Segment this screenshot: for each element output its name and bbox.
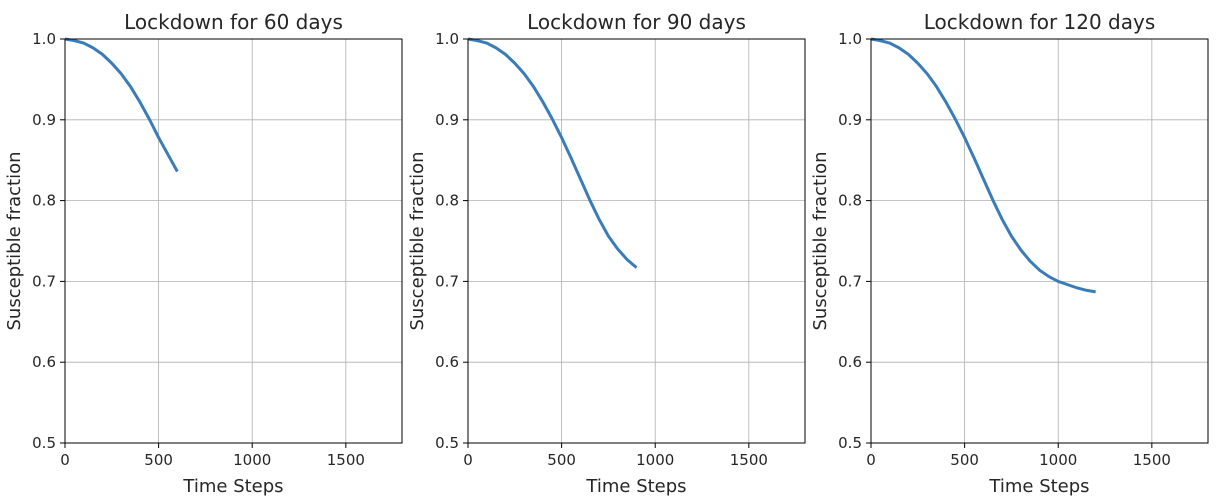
chart-panel-1: 0 500 1000 1500 0.5 0.6 0.7 0.8 0.9 1.0 Lockdown f… [4,10,403,497]
y-tick-label: 0.8 [838,192,862,210]
x-tick-label: 1500 [327,451,365,469]
x-tick-label: 1000 [233,451,271,469]
y-tick-label: 0.5 [838,434,862,452]
y-tick-label: 0.9 [838,111,862,129]
x-axis-label: Time Steps [988,476,1089,497]
y-tick-label: 0.5 [32,434,56,452]
chart-title: Lockdown for 90 days [527,10,746,34]
x-tick-label: 1500 [1133,451,1171,469]
y-tick-label: 0.7 [32,272,56,290]
y-tick-label: 0.6 [838,353,862,371]
y-tick-label: 1.0 [435,30,459,48]
y-tick-label: 0.8 [435,192,459,210]
y-axis-label: Susceptible fraction [407,151,428,330]
axes-frame [64,38,403,444]
x-axis-label: Time Steps [585,476,686,497]
y-axis-label: Susceptible fraction [810,151,831,330]
chart-panel-3: 0 500 1000 1500 0.5 0.6 0.7 0.8 0.9 1.0 Lockdown f… [810,10,1209,497]
series-line [467,37,638,269]
x-tick-label: 1500 [730,451,768,469]
x-tick-label: 0 [60,451,70,469]
y-tick-label: 0.8 [32,192,56,210]
x-tick-label: 500 [547,451,576,469]
y-tick-label: 0.6 [32,353,56,371]
chart-panel-2: 0 500 1000 1500 0.5 0.6 0.7 0.8 0.9 1.0 Lockdown f… [407,10,806,497]
y-tick-label: 0.5 [435,434,459,452]
x-tick-label: 1000 [636,451,674,469]
chart-title: Lockdown for 60 days [124,10,343,34]
series-line [64,37,179,173]
chart-title: Lockdown for 120 days [924,10,1156,34]
x-axis-label: Time Steps [182,476,283,497]
y-tick-label: 0.7 [435,272,459,290]
x-tick-label: 0 [463,451,473,469]
series-line [870,37,1096,294]
y-tick-label: 0.9 [435,111,459,129]
y-tick-label: 0.7 [838,272,862,290]
x-tick-label: 0 [866,451,876,469]
y-tick-label: 1.0 [32,30,56,48]
x-tick-label: 500 [144,451,173,469]
y-tick-label: 1.0 [838,30,862,48]
y-tick-label: 0.6 [435,353,459,371]
y-tick-label: 0.9 [32,111,56,129]
x-tick-label: 1000 [1039,451,1077,469]
x-tick-label: 500 [950,451,979,469]
y-axis-label: Susceptible fraction [4,151,25,330]
axes-frame [467,38,806,444]
axes-frame [870,38,1209,444]
